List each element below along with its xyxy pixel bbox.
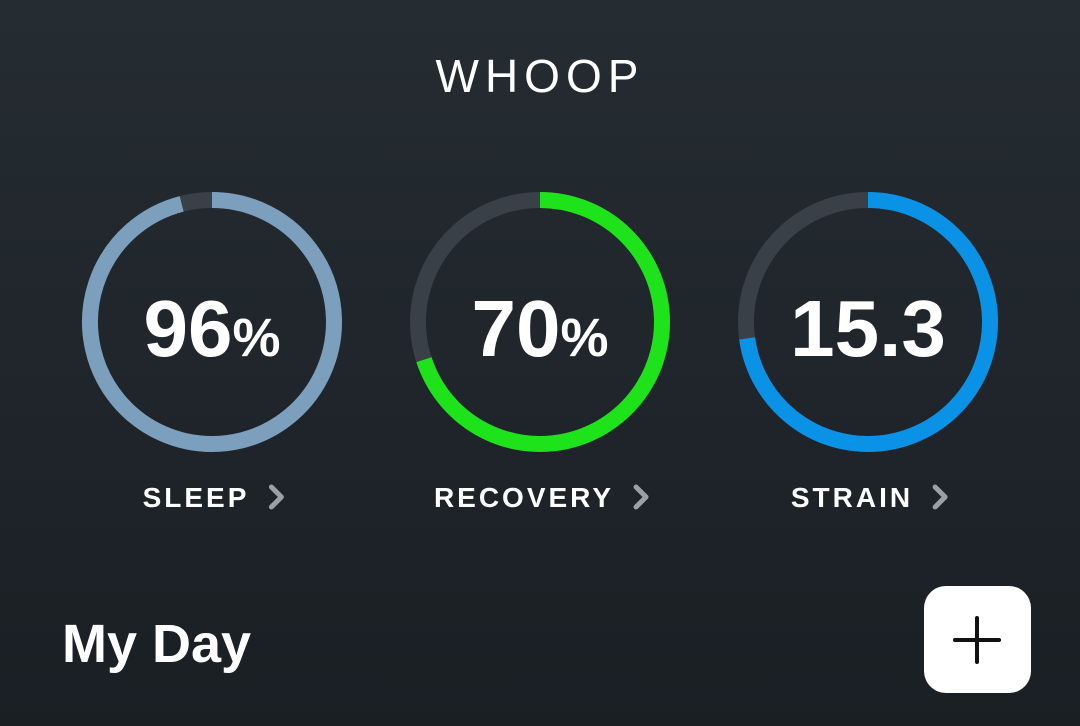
chevron-icon[interactable] bbox=[268, 484, 284, 510]
add-button[interactable] bbox=[924, 586, 1031, 693]
metric-value[interactable]: 70% bbox=[472, 284, 609, 373]
metric-label[interactable]: SLEEP bbox=[143, 482, 250, 513]
metric-label[interactable]: RECOVERY bbox=[434, 482, 614, 513]
metric-label[interactable]: STRAIN bbox=[791, 482, 913, 513]
plus-icon[interactable] bbox=[953, 616, 1001, 664]
section-title: My Day bbox=[62, 614, 251, 674]
value-unit[interactable]: % bbox=[232, 308, 280, 368]
ring-progress[interactable] bbox=[416, 192, 670, 452]
value-number[interactable]: 70 bbox=[472, 284, 561, 373]
metric-value[interactable]: 15.3 bbox=[790, 284, 946, 373]
value-number[interactable]: 96 bbox=[144, 284, 233, 373]
metric-card[interactable]: 15.3 STRAIN bbox=[738, 192, 998, 513]
metric-card[interactable]: 96% SLEEP bbox=[82, 192, 342, 513]
app-logo: WHOOP bbox=[436, 50, 645, 102]
metric-value[interactable]: 96% bbox=[144, 284, 281, 373]
ring-progress[interactable] bbox=[82, 192, 342, 452]
metric-card[interactable]: 70% RECOVERY bbox=[410, 192, 670, 513]
chevron-icon[interactable] bbox=[932, 484, 948, 510]
value-unit[interactable]: % bbox=[560, 308, 608, 368]
ring-progress[interactable] bbox=[739, 192, 998, 452]
chevron-icon[interactable] bbox=[633, 484, 649, 510]
value-number[interactable]: 15.3 bbox=[790, 284, 946, 373]
